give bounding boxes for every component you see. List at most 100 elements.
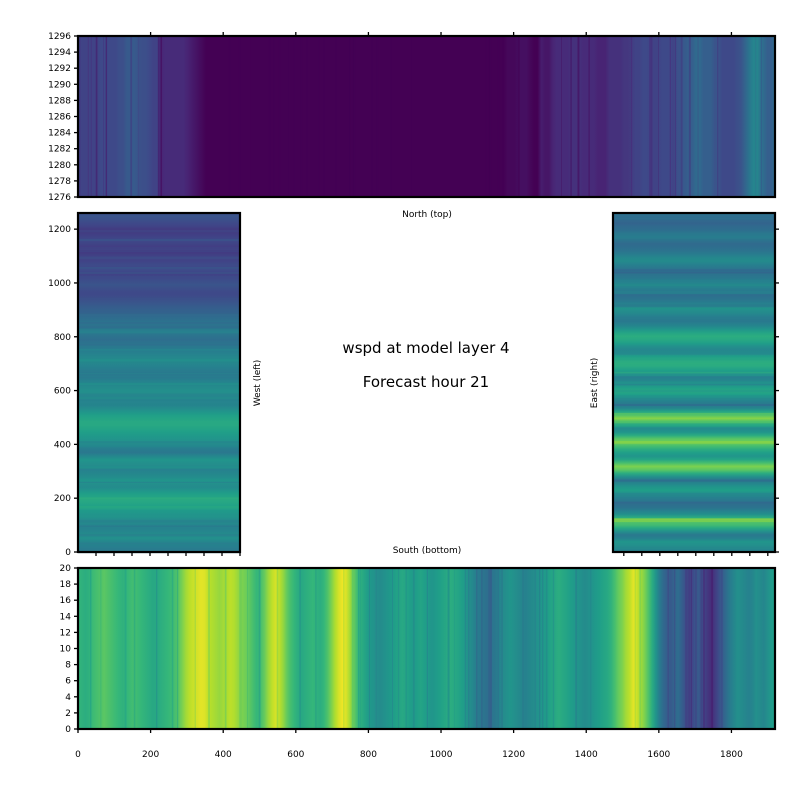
heatmap-streak: [485, 36, 487, 197]
heatmap-streak: [258, 568, 261, 729]
heatmap-streak: [721, 568, 723, 729]
heatmap-streak: [613, 383, 775, 386]
heatmap-streak: [276, 568, 279, 729]
heatmap-streak: [405, 568, 407, 729]
heatmap-streak: [464, 568, 467, 729]
y-tick-label: 600: [54, 387, 71, 397]
heatmap-streak: [613, 389, 775, 393]
heatmap-streak: [78, 272, 240, 274]
heatmap-streak: [87, 36, 89, 197]
heatmap-streak: [78, 359, 240, 362]
heatmap-streak: [447, 568, 450, 729]
y-tick-label: 8: [65, 661, 71, 671]
heatmap-streak: [247, 568, 248, 729]
heatmap-streak: [489, 36, 492, 197]
heatmap-streak: [501, 568, 503, 729]
heatmap-streak: [351, 568, 354, 729]
west-frame: [76, 211, 242, 554]
y-tick-label: 1286: [48, 113, 71, 123]
heatmap-streak: [300, 36, 303, 197]
heatmap-streak: [651, 36, 653, 197]
heatmap-streak: [613, 404, 775, 406]
heatmap-streak: [649, 36, 651, 197]
heatmap-streak: [561, 36, 562, 197]
heatmap-streak: [534, 568, 536, 729]
heatmap-streak: [411, 36, 412, 197]
y-tick-label: 1276: [48, 193, 71, 203]
heatmap-streak: [590, 568, 592, 729]
heatmap-streak: [613, 424, 775, 427]
heatmap-streak: [613, 308, 775, 310]
heatmap-streak: [397, 568, 400, 729]
heatmap-streak: [639, 568, 642, 729]
heatmap-streak: [613, 381, 775, 384]
heatmap-streak: [78, 404, 240, 407]
chart-title-line1: wspd at model layer 4: [342, 339, 509, 357]
y-tick-label: 400: [54, 440, 71, 450]
heatmap-streak: [703, 568, 705, 729]
heatmap-streak: [360, 568, 361, 729]
heatmap-streak: [100, 568, 102, 729]
north-label: North (top): [402, 210, 452, 220]
x-tick-label: 1400: [575, 750, 598, 760]
heatmap-streak: [78, 377, 240, 379]
heatmap-streak: [273, 36, 275, 197]
heatmap-streak: [613, 518, 775, 521]
heatmap-streak: [454, 568, 455, 729]
heatmap-streak: [78, 441, 240, 444]
heatmap-streak: [634, 568, 636, 729]
east-y-ticks: [775, 228, 779, 553]
y-tick-label: 2: [65, 709, 71, 719]
heatmap-streak: [490, 568, 492, 729]
chart-title-line2: Forecast hour 21: [363, 373, 489, 391]
y-tick-label: 14: [60, 612, 72, 622]
heatmap-streak: [293, 36, 295, 197]
heatmap-streak: [353, 36, 356, 197]
heatmap-streak: [575, 568, 578, 729]
heatmap-streak: [691, 568, 692, 729]
heatmap-streak: [78, 393, 240, 397]
heatmap-streak: [613, 479, 775, 482]
heatmap-streak: [613, 501, 775, 504]
south-y-ticks: 0 2 4 6 8 10 12 14 16 18 20: [60, 564, 78, 735]
east-panel: East (right): [590, 211, 779, 556]
y-tick-label: 6: [65, 677, 71, 687]
heatmap-streak: [613, 371, 775, 373]
heatmap-streak: [78, 497, 240, 500]
x-tick-label: 0: [75, 750, 81, 760]
y-tick-label: 1200: [48, 225, 71, 235]
heatmap-streak: [577, 36, 580, 197]
heatmap-streak: [268, 36, 270, 197]
heatmap-streak: [78, 382, 240, 386]
west-stripes: [78, 229, 240, 554]
y-tick-label: 18: [60, 580, 72, 590]
heatmap-streak: [392, 568, 393, 729]
heatmap-streak: [78, 466, 240, 469]
north-y-ticks: 1276 1278 1280 1282 1284 1286 1288 1290 1292 1294…: [48, 32, 78, 203]
heatmap-streak: [78, 348, 240, 351]
heatmap-streak: [613, 237, 775, 240]
heatmap-streak: [613, 478, 775, 480]
heatmap-streak: [369, 568, 370, 729]
y-tick-label: 1288: [48, 96, 71, 106]
heatmap-streak: [78, 360, 240, 363]
heatmap-streak: [717, 36, 719, 197]
heatmap-streak: [545, 568, 548, 729]
y-tick-label: 1282: [48, 145, 71, 155]
heatmap-streak: [137, 36, 140, 197]
y-tick-label: 1294: [48, 48, 71, 58]
heatmap-streak: [78, 229, 240, 233]
north-heatmap: [78, 36, 775, 197]
north-panel: 1276 1278 1280 1282 1284 1286 1288 1290 1292 1294…: [48, 32, 777, 220]
y-tick-label: 800: [54, 333, 71, 343]
heatmap-streak: [667, 568, 669, 729]
heatmap-streak: [570, 36, 572, 197]
heatmap-streak: [697, 36, 699, 197]
heatmap-streak: [700, 568, 703, 729]
heatmap-streak: [613, 288, 775, 291]
west-label: West (left): [253, 360, 263, 407]
heatmap-streak: [78, 519, 240, 523]
heatmap-streak: [613, 513, 775, 515]
heatmap-streak: [613, 413, 775, 415]
